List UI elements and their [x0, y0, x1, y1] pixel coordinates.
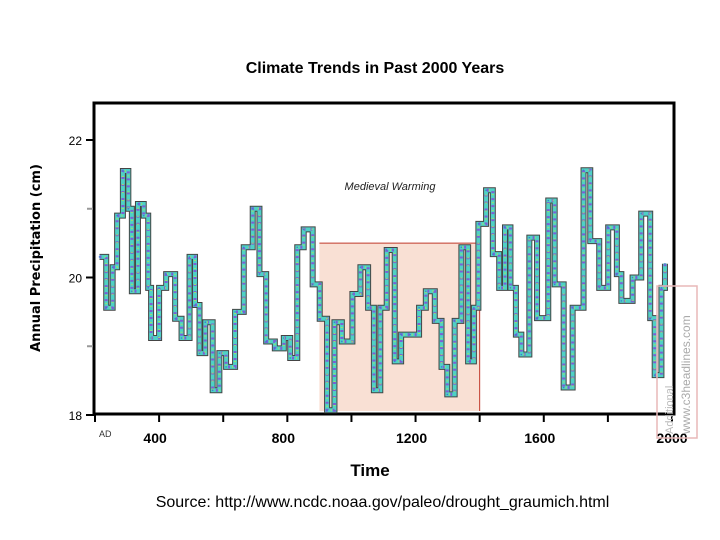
data-point	[446, 393, 449, 396]
data-point	[373, 389, 375, 392]
x-axis-label: Time	[350, 461, 389, 480]
data-point	[251, 207, 254, 210]
data-point	[127, 207, 130, 210]
data-point	[616, 273, 618, 275]
data-point	[620, 300, 623, 302]
x-origin-label: AD	[99, 429, 112, 439]
data-point	[367, 306, 369, 309]
data-point	[400, 333, 402, 336]
data-point	[492, 253, 494, 255]
data-point	[242, 246, 245, 249]
data-point	[147, 287, 150, 289]
data-point	[105, 306, 108, 309]
data-point	[582, 169, 585, 172]
data-point	[351, 293, 354, 295]
data-point	[547, 199, 550, 202]
data-point	[664, 262, 666, 265]
y-axis-label: Annual Precipitation (cm)	[29, 164, 44, 352]
data-point	[385, 249, 388, 251]
data-point	[562, 386, 565, 389]
data-point	[137, 203, 139, 205]
data-point	[318, 317, 321, 320]
x-tick-label: 1200	[396, 430, 427, 446]
data-point	[98, 256, 101, 258]
data-point	[150, 337, 152, 339]
data-point	[640, 212, 643, 215]
data-point	[274, 347, 276, 350]
data-point	[142, 214, 145, 217]
data-point	[433, 320, 436, 322]
data-point	[211, 389, 214, 392]
data-point	[122, 170, 124, 172]
data-point	[515, 333, 517, 336]
data-point	[265, 340, 267, 343]
data-point	[131, 290, 133, 293]
data-point	[498, 287, 501, 289]
data-point	[418, 306, 420, 309]
data-point	[553, 283, 556, 286]
data-point	[302, 228, 305, 231]
data-point	[528, 236, 531, 239]
data-point	[653, 374, 656, 376]
x-tick-label: 800	[272, 430, 296, 446]
data-point	[165, 273, 167, 275]
data-point	[460, 246, 463, 249]
data-point	[393, 360, 396, 363]
data-point	[116, 214, 118, 217]
data-point	[204, 321, 207, 323]
data-point	[598, 287, 601, 289]
data-point	[379, 306, 382, 309]
data-point	[359, 266, 362, 268]
data-point	[311, 283, 314, 286]
watermark-extra: Additional	[664, 386, 676, 434]
data-point	[341, 340, 343, 343]
source-text: Source: http://www.ncdc.noaa.gov/paleo/d…	[155, 494, 610, 511]
data-point	[607, 226, 610, 229]
data-point	[631, 276, 634, 279]
y-tick-label: 18	[69, 409, 83, 423]
chart-title: Climate Trends in Past 2000 Years	[245, 60, 505, 77]
data-point	[296, 246, 299, 249]
series-line-texture	[99, 168, 667, 412]
data-point	[258, 273, 261, 275]
annotation-label: Medieval Warming	[345, 181, 437, 193]
data-point	[571, 306, 574, 309]
data-point	[283, 337, 285, 339]
data-point	[174, 317, 176, 320]
data-point	[536, 317, 538, 319]
data-point	[660, 287, 663, 289]
data-point	[180, 337, 183, 339]
data-point	[188, 256, 191, 258]
data-point	[111, 266, 114, 268]
x-tick-label: 400	[143, 430, 167, 446]
data-point	[453, 320, 456, 322]
data-point	[467, 360, 469, 363]
data-point	[485, 189, 487, 191]
data-point	[520, 353, 523, 356]
watermark: www.c3headlines.com Additional	[656, 285, 698, 439]
data-point	[194, 304, 196, 306]
data-point	[477, 223, 480, 225]
y-tick-label: 22	[69, 134, 83, 148]
x-tick-label: 1600	[524, 430, 555, 446]
data-point	[425, 290, 427, 293]
data-point	[473, 306, 475, 309]
data-point	[158, 287, 160, 289]
watermark-url: www.c3headlines.com	[679, 315, 693, 435]
data-point	[649, 317, 652, 319]
data-point	[440, 366, 443, 368]
data-point	[198, 352, 201, 354]
data-point	[218, 352, 221, 354]
data-point	[333, 321, 336, 323]
data-point	[504, 226, 506, 229]
data-point	[589, 240, 592, 242]
data-point	[289, 357, 292, 359]
data-point	[509, 287, 512, 289]
data-point	[225, 366, 227, 368]
y-tick-label: 20	[69, 272, 83, 286]
data-point	[326, 409, 328, 411]
data-point	[409, 333, 411, 336]
data-point	[234, 311, 236, 313]
